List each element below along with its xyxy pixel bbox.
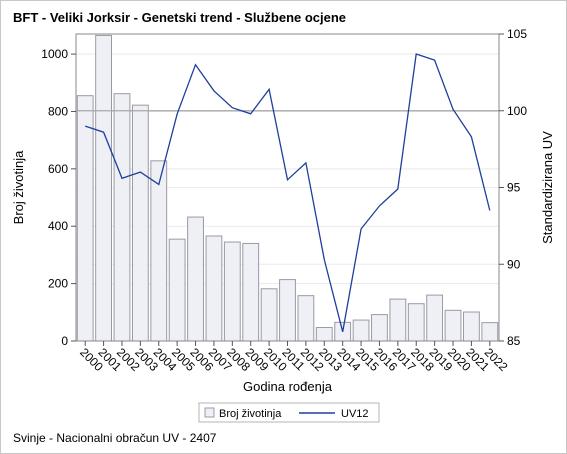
y-axis-title-left: Broj životinja xyxy=(11,150,26,224)
ytick-label-right: 90 xyxy=(507,257,521,271)
ytick-label-left: 200 xyxy=(48,277,68,291)
ytick-label-right: 105 xyxy=(507,27,527,41)
bar-2016 xyxy=(371,314,388,342)
bar-2007 xyxy=(205,235,223,342)
chart-title: BFT - Veliki Jorksir - Genetski trend - … xyxy=(13,10,347,25)
bar-2010 xyxy=(260,288,278,342)
legend-box xyxy=(198,402,380,423)
bar-2018 xyxy=(407,303,425,342)
bar-2004 xyxy=(150,160,168,342)
ytick-label-left: 600 xyxy=(48,162,68,176)
bar-2005 xyxy=(168,238,186,342)
series-line-uv12 xyxy=(84,53,491,332)
bar-2017 xyxy=(389,298,407,342)
ytick-label-left: 0 xyxy=(61,334,68,348)
bar-2002 xyxy=(113,93,131,342)
x-axis-title: Godina rođenja xyxy=(243,379,333,394)
bar-2022 xyxy=(481,322,499,342)
bar-2012 xyxy=(297,295,315,342)
ytick-label-left: 400 xyxy=(48,219,68,233)
ytick-label-left: 800 xyxy=(48,104,68,118)
bar-2003 xyxy=(131,104,149,342)
bar-2009 xyxy=(242,242,260,342)
bar-2015 xyxy=(352,319,370,342)
ytick-label-right: 85 xyxy=(507,334,521,348)
bar-2019 xyxy=(426,294,444,342)
ytick-label-right: 100 xyxy=(507,104,527,118)
ytick-label-right: 95 xyxy=(507,181,521,195)
chart-footnote: Svinje - Nacionalni obračun UV - 2407 xyxy=(13,431,217,445)
bar-2013 xyxy=(315,327,333,342)
legend-label-line: UV12 xyxy=(341,408,369,420)
bar-2001 xyxy=(95,34,112,342)
bar-2008 xyxy=(223,241,241,342)
bar-2021 xyxy=(463,311,480,342)
ytick-label-left: 1000 xyxy=(41,47,68,61)
bar-2000 xyxy=(76,95,94,342)
bar-2006 xyxy=(187,216,204,342)
y-axis-title-right: Standardizirana UV xyxy=(540,131,555,244)
bar-2020 xyxy=(444,309,462,342)
legend-swatch-bars xyxy=(204,407,215,418)
legend-label-bars: Broj životinja xyxy=(219,408,282,420)
bar-2011 xyxy=(279,279,296,342)
